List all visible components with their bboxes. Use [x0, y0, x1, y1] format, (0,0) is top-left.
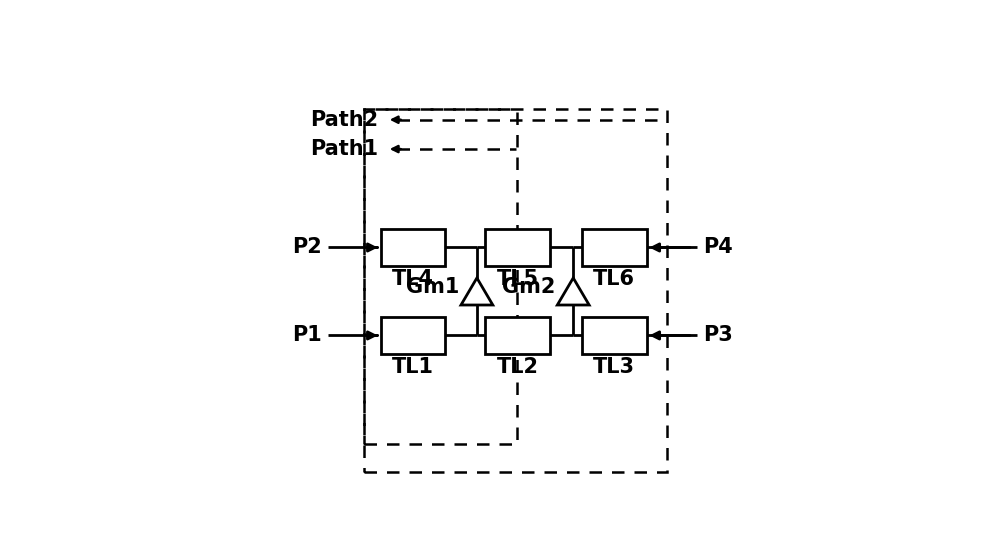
- Text: TL4: TL4: [392, 269, 434, 289]
- Bar: [485, 317, 550, 354]
- Bar: [582, 317, 647, 354]
- Text: P4: P4: [703, 238, 733, 257]
- Bar: [364, 109, 667, 472]
- Text: P2: P2: [292, 238, 322, 257]
- Text: TL3: TL3: [593, 357, 635, 377]
- Text: P1: P1: [292, 325, 322, 345]
- Bar: [485, 228, 550, 267]
- Bar: [381, 317, 445, 354]
- Bar: [364, 109, 517, 444]
- Text: TL2: TL2: [497, 357, 539, 377]
- Text: Path2: Path2: [310, 110, 378, 129]
- Text: TL5: TL5: [497, 269, 539, 289]
- Text: TL1: TL1: [392, 357, 434, 377]
- Polygon shape: [557, 278, 589, 305]
- Polygon shape: [461, 278, 493, 305]
- Bar: [381, 228, 445, 267]
- Text: Gm1: Gm1: [406, 277, 459, 296]
- Text: TL6: TL6: [593, 269, 635, 289]
- Text: Gm2: Gm2: [502, 277, 555, 296]
- Text: Path1: Path1: [310, 139, 378, 159]
- Bar: [582, 228, 647, 267]
- Text: P3: P3: [703, 325, 733, 345]
